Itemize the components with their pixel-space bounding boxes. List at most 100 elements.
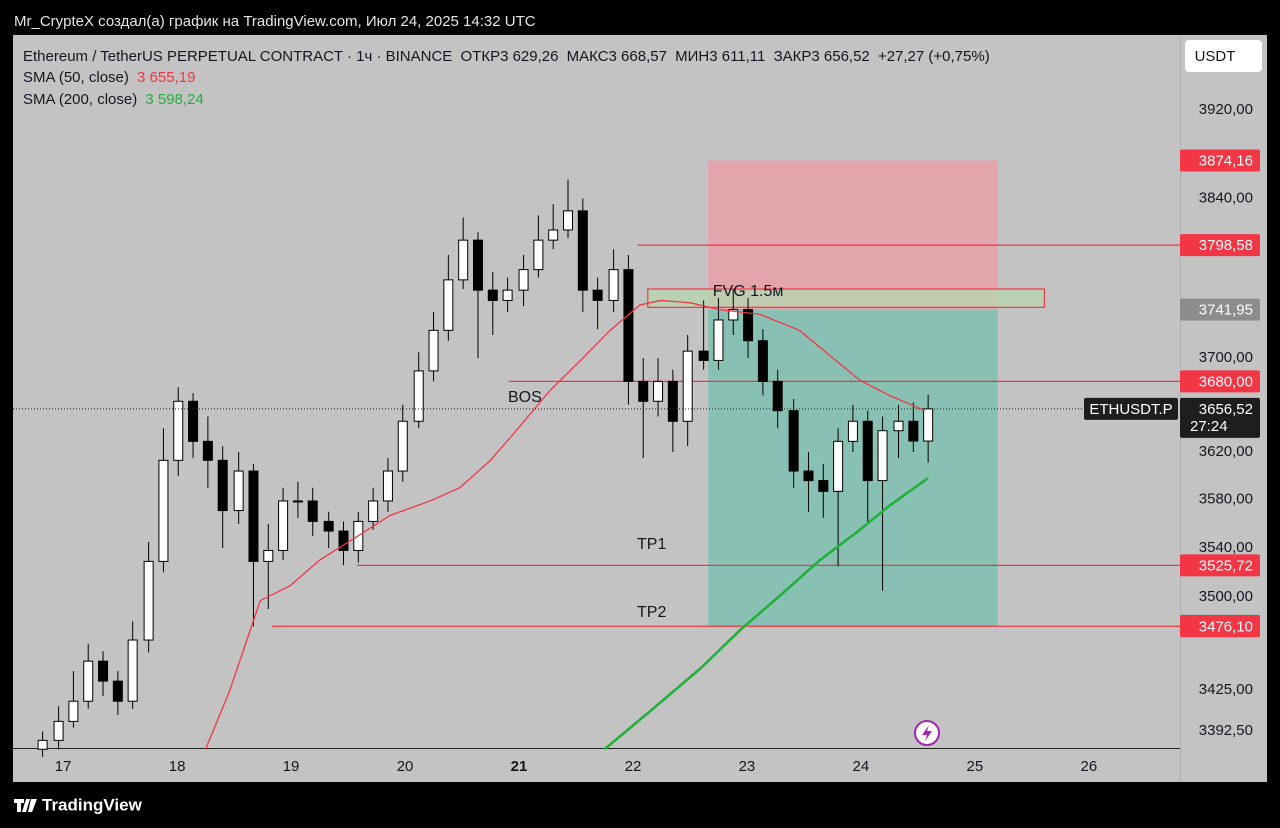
x-tick-label: 22 xyxy=(625,758,642,775)
price-label: 3741,95 xyxy=(1199,302,1253,319)
legend-field-value: 3 668,57 xyxy=(609,48,667,65)
last-price-label: 3656,52 xyxy=(1199,401,1253,418)
candle-body xyxy=(443,279,454,331)
x-tick-label: 21 xyxy=(511,758,528,775)
price-label-box xyxy=(1180,298,1260,321)
x-tick-label: 26 xyxy=(1080,758,1097,775)
price-label: 3680,00 xyxy=(1199,373,1253,390)
candle-body xyxy=(893,420,904,432)
candle-body xyxy=(577,210,588,291)
legend-indicator-value: 3 655,19 xyxy=(137,69,195,86)
candles-layer xyxy=(37,179,934,757)
candle-body xyxy=(428,329,439,372)
legend-field-value: 3 656,52 xyxy=(811,48,869,65)
y-tick-label: 3580,00 xyxy=(1199,491,1253,508)
footer-logo xyxy=(14,799,37,812)
candle-body xyxy=(202,440,213,461)
lines-layer: FVG 1.5м xyxy=(13,283,1180,751)
price-label: 3525,72 xyxy=(1199,557,1253,574)
candle-body xyxy=(548,229,559,241)
candle-body xyxy=(368,500,379,522)
legend-indicator-name: SMA (200, close) xyxy=(23,91,137,108)
candle-body xyxy=(877,430,888,482)
price-label-box xyxy=(1180,149,1260,172)
candle-body xyxy=(338,530,349,551)
y-tick-label: 3840,00 xyxy=(1199,190,1253,207)
zones-layer xyxy=(271,160,1180,627)
stop-zone xyxy=(708,160,998,310)
candle-body xyxy=(698,350,709,361)
y-tick-label: 3392,50 xyxy=(1199,722,1253,739)
price-label: 3798,58 xyxy=(1199,237,1253,254)
legend-symbol: Ethereum / TetherUS PERPETUAL CONTRACT ·… xyxy=(23,48,452,65)
annotation: TP1 xyxy=(637,536,666,553)
legend-field-value: 3 611,11 xyxy=(709,48,765,65)
legend-indicator: SMA (50, close) 3 655,19 xyxy=(23,69,195,86)
candle-body xyxy=(307,500,318,522)
fvg-label: FVG 1.5м xyxy=(713,283,784,300)
x-tick-label: 19 xyxy=(283,758,300,775)
candle-body xyxy=(263,549,274,562)
legend-main: Ethereum / TetherUS PERPETUAL CONTRACT ·… xyxy=(23,48,990,65)
countdown-label: 27:24 xyxy=(1190,418,1228,435)
symbol-label: ETHUSDT.P xyxy=(1089,401,1172,418)
annotation: BOS xyxy=(508,389,542,406)
candle-body xyxy=(667,380,678,422)
candle-body xyxy=(83,660,94,702)
y-tick-label: 3700,00 xyxy=(1199,349,1253,366)
y-tick-label: 3920,00 xyxy=(1199,101,1253,118)
symbol-label-box xyxy=(1084,397,1178,420)
candle-body xyxy=(292,500,303,503)
candle-body xyxy=(638,380,649,402)
currency-button-label[interactable]: USDT xyxy=(1195,48,1236,65)
x-tick-label: 18 xyxy=(169,758,186,775)
candle-body xyxy=(458,239,469,281)
candle-body xyxy=(158,459,169,562)
header: Mr_CrypteX создал(а) график на TradingVi… xyxy=(14,13,536,30)
y-tick-label: 3620,00 xyxy=(1199,443,1253,460)
candle-body xyxy=(37,739,48,750)
fvg-box xyxy=(647,288,1045,308)
candle-body xyxy=(743,309,754,342)
x-tick-label: 24 xyxy=(853,758,870,775)
footer-brand: TradingView xyxy=(42,795,143,814)
sma-line xyxy=(204,299,925,750)
price-label-box xyxy=(1180,554,1260,577)
legend-field-label: МИН xyxy=(675,48,709,65)
candle-body xyxy=(728,309,739,321)
x-tick-label: 20 xyxy=(397,758,414,775)
candle-body xyxy=(217,459,228,512)
x-tick-label: 23 xyxy=(739,758,756,775)
candle-body xyxy=(563,210,574,231)
legend-indicator: SMA (200, close) 3 598,24 xyxy=(23,91,204,108)
candle-body xyxy=(188,400,199,442)
candle-body xyxy=(382,470,393,502)
candle-body xyxy=(608,269,619,301)
candle-body xyxy=(682,350,693,422)
candle-body xyxy=(98,660,109,682)
y-tick-label: 3500,00 xyxy=(1199,588,1253,605)
candle-body xyxy=(112,680,123,702)
legend-indicator-value: 3 598,24 xyxy=(145,91,203,108)
candle-body xyxy=(833,440,844,492)
candle-body xyxy=(772,380,783,412)
candle-body xyxy=(53,720,64,741)
candle-body xyxy=(127,639,138,702)
candle-body xyxy=(923,408,934,442)
candle-body xyxy=(472,239,483,291)
candle-body xyxy=(173,400,184,461)
axis-layer: 3920,00 3840,00 3700,00 3620,00 3580,00 3540,… xyxy=(55,101,1260,775)
candle-body xyxy=(143,560,154,641)
candle-body xyxy=(847,420,858,442)
candle-body xyxy=(623,269,634,382)
price-label: 3476,10 xyxy=(1199,618,1253,635)
candle-body xyxy=(397,420,408,472)
sma-line xyxy=(603,476,929,751)
y-tick-label: 3540,00 xyxy=(1199,539,1253,556)
y-tick-label: 3425,00 xyxy=(1199,681,1253,698)
alert-icon-bolt xyxy=(922,725,932,741)
currency-button[interactable] xyxy=(1185,40,1262,72)
candle-body xyxy=(323,520,334,532)
legend-field-label: МАКС xyxy=(567,48,609,65)
